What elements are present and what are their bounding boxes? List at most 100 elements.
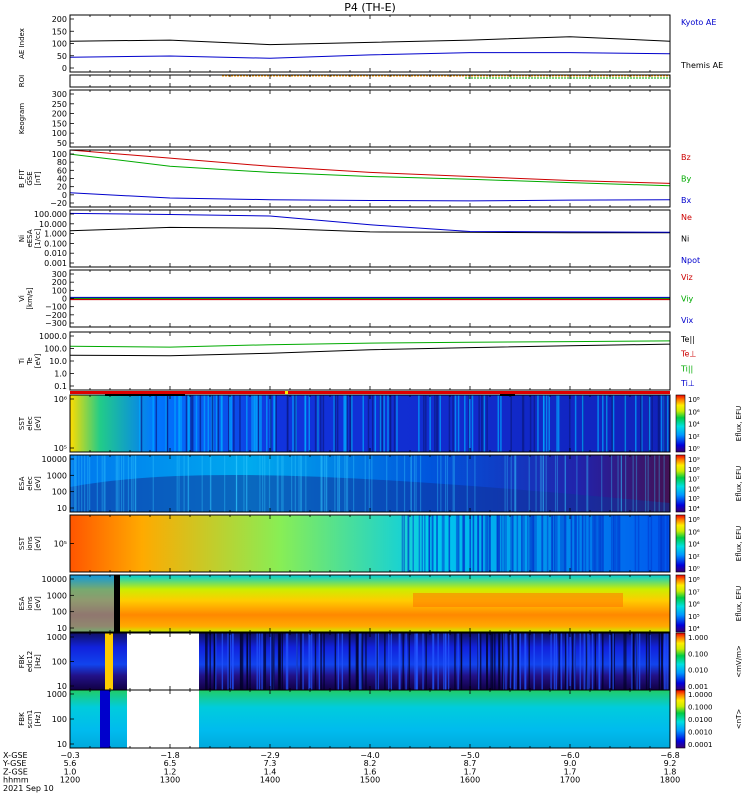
colorbar-tick-label: 10² xyxy=(688,553,700,561)
panel-ae: 200 150 100 50 0 AE Index Kyoto AE Themis AE xyxy=(18,14,723,73)
sste-streak xyxy=(251,395,253,452)
fbke-streak xyxy=(613,633,615,690)
legend-entry: Ni xyxy=(681,235,689,244)
colorbar-fbke: 1.000 0.100 0.010 0.001 <mV/m> xyxy=(675,632,743,691)
ssti-streak xyxy=(496,515,499,572)
fbke-streak xyxy=(502,633,505,690)
legend-entry: Vix xyxy=(681,316,694,325)
ssti-streak xyxy=(412,515,414,572)
sste-streak xyxy=(256,395,258,452)
fbke-streak xyxy=(206,633,208,690)
ssti-streak xyxy=(647,515,650,572)
y-axis-label: elec xyxy=(26,476,34,491)
esae-streak xyxy=(78,455,80,512)
sste-streak xyxy=(568,395,571,452)
ssti-streak xyxy=(613,515,615,572)
fbke-streak xyxy=(648,633,650,690)
y-tick-label: 1.0 xyxy=(54,370,67,379)
fbke-streak xyxy=(454,633,456,690)
esae-streak xyxy=(264,455,266,512)
colorbar-label: Eflux, EFU xyxy=(735,586,743,621)
colorbar-tick-label: 0.0100 xyxy=(688,716,713,724)
sste-streak xyxy=(468,395,471,452)
sste-streak xyxy=(155,395,158,452)
sste-streak xyxy=(557,395,560,452)
y-tick-label: 150 xyxy=(52,119,67,128)
esae-streak xyxy=(474,455,476,512)
sste-streak xyxy=(454,395,457,452)
fbke-streak xyxy=(599,633,601,690)
sste-streak xyxy=(624,395,627,452)
fbke-streak xyxy=(384,633,386,690)
y-tick-label: 250 xyxy=(52,100,67,109)
fbke-streak xyxy=(221,633,224,690)
sste-streak xyxy=(648,395,651,452)
x-column-value: 9.2 xyxy=(664,759,677,768)
esae-streak xyxy=(176,455,178,512)
sste-streak xyxy=(471,395,474,452)
fbke-streak xyxy=(365,633,367,690)
esae-streak xyxy=(300,455,302,512)
legend-entry: Kyoto AE xyxy=(681,18,716,27)
esae-streak xyxy=(654,455,656,512)
esae-streak xyxy=(504,455,506,512)
y-axis-label: GSE xyxy=(26,171,34,185)
fbke-streak xyxy=(525,633,527,690)
sste-streak xyxy=(425,395,427,452)
sste-streak xyxy=(333,395,335,452)
y-tick-label: 1000.0 xyxy=(39,332,67,341)
esae-streak xyxy=(658,455,660,512)
y-axis-label: [Hz] xyxy=(34,654,42,669)
fbke-streak xyxy=(564,633,567,690)
sste-streak xyxy=(657,395,660,452)
esae-streak xyxy=(647,455,649,512)
fbke-streak xyxy=(258,633,261,690)
panel-esai: 10000 1000 100 10 ESA ions [eV] xyxy=(18,574,671,633)
sste-streak xyxy=(381,395,384,452)
fbke-streak xyxy=(239,633,242,690)
x-row-label: X-GSE xyxy=(3,751,28,760)
ssti-streak xyxy=(505,515,507,572)
fbke-streak xyxy=(517,633,519,690)
esae-streak xyxy=(74,455,76,512)
y-tick-label: 100 xyxy=(52,658,67,667)
fbke-streak xyxy=(422,633,424,690)
esae-streak xyxy=(620,455,622,512)
y-tick-label: −300 xyxy=(45,319,67,328)
colorbar-esai: 10⁸ 10⁷ 10⁶ 10⁵ 10⁴ Eflux, EFU xyxy=(675,574,743,633)
fbke-streak xyxy=(579,633,581,690)
fbke-streak xyxy=(443,633,445,690)
fbke-streak xyxy=(437,633,439,690)
fbke-streak xyxy=(645,633,648,690)
legend-entry: Ne xyxy=(681,213,692,222)
sste-streak xyxy=(190,395,192,452)
esae-streak xyxy=(576,455,578,512)
fbke-streak xyxy=(571,633,574,690)
sste-streak xyxy=(367,395,370,452)
ssti-streak xyxy=(618,515,620,572)
fbke-streak xyxy=(228,633,231,690)
esae-streak xyxy=(71,455,73,512)
fbke-streak xyxy=(281,633,283,690)
fbke-streak xyxy=(625,633,627,690)
fbke-streak xyxy=(501,633,504,690)
legend-entry: Themis AE xyxy=(680,61,723,70)
sste-streak xyxy=(658,395,661,452)
fbke-streak xyxy=(528,633,530,690)
x-row-label: Y-GSE xyxy=(2,759,26,768)
fbke-streak xyxy=(553,633,556,690)
esae-streak xyxy=(545,455,547,512)
ssti-streak xyxy=(575,515,578,572)
colorbar-tick-label: 10⁸ xyxy=(688,466,700,474)
esae-streak xyxy=(663,455,665,512)
y-tick-label: 150 xyxy=(52,27,67,36)
esae-streak xyxy=(352,455,355,512)
sste-streak xyxy=(435,395,438,452)
esae-streak xyxy=(104,455,106,512)
esae-streak xyxy=(123,455,125,512)
fbke-streak xyxy=(390,633,393,690)
fbke-streak xyxy=(636,633,638,690)
fbke-streak xyxy=(227,633,229,690)
colorbar-fbkb: 1.0000 0.1000 0.0100 0.0010 0.0001 <nT> xyxy=(675,689,743,749)
series-bx xyxy=(69,192,671,202)
